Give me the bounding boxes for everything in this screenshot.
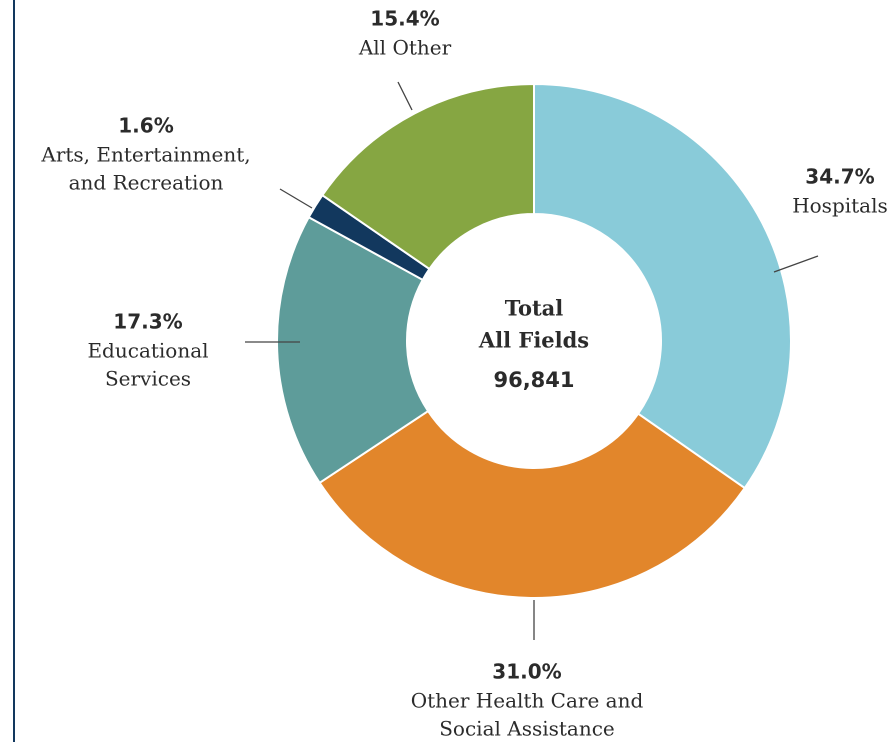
leader-line [397, 81, 413, 111]
category-label: Social Assistance [439, 717, 615, 741]
center-label: Total [505, 296, 564, 321]
value-label: 31.0% [492, 660, 561, 684]
value-label: 17.3% [113, 310, 182, 334]
center-total: 96,841 [493, 368, 574, 392]
center-label: All Fields [478, 328, 589, 353]
donut-slice [533, 82, 792, 490]
value-label: 1.6% [118, 114, 173, 138]
category-label: All Other [358, 36, 452, 60]
category-label: Hospitals [792, 194, 888, 218]
category-label: Services [105, 367, 191, 391]
category-label: Other Health Care and [411, 689, 644, 713]
donut-slice [318, 409, 747, 599]
donut-slice [276, 215, 430, 485]
category-label: and Recreation [69, 171, 224, 195]
category-label: Educational [87, 339, 208, 363]
leader-line [279, 188, 313, 209]
value-label: 15.4% [370, 7, 439, 31]
category-label: Arts, Entertainment, [40, 143, 250, 167]
value-label: 34.7% [805, 165, 874, 189]
donut-slice [320, 82, 535, 271]
leader-line [773, 255, 819, 273]
